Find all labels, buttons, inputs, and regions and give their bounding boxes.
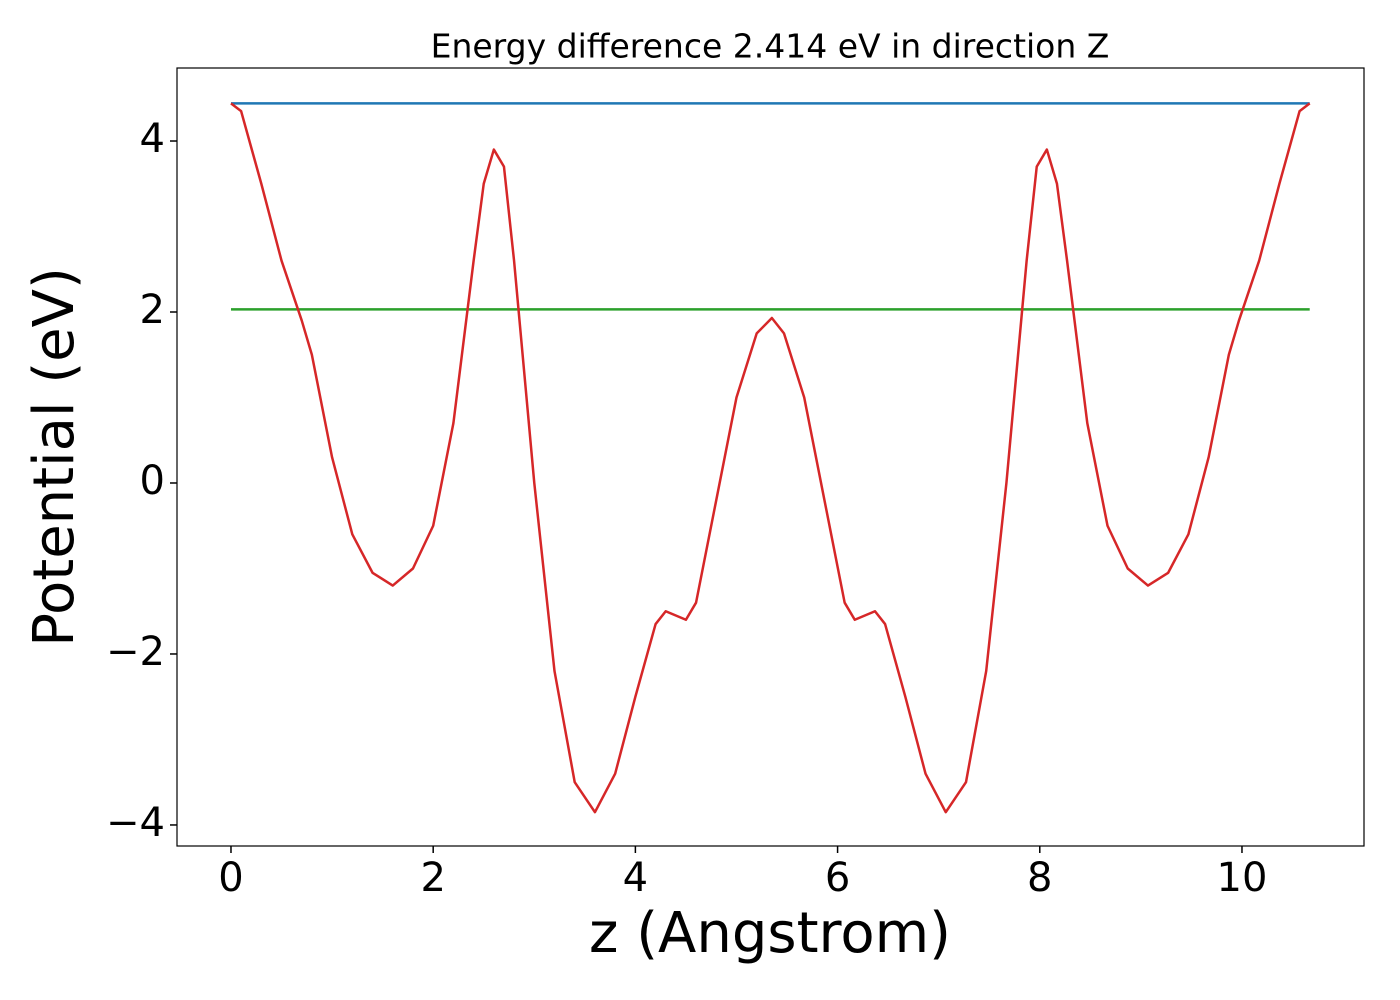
x-tick-label: 8 bbox=[1027, 855, 1052, 901]
x-tick-label: 6 bbox=[825, 855, 850, 901]
series-line bbox=[230, 102, 1311, 814]
chart-title: Energy difference 2.414 eV in direction … bbox=[431, 27, 1110, 66]
plot-frame bbox=[176, 67, 1365, 847]
x-tick-label: 2 bbox=[420, 855, 445, 901]
x-axis-label: z (Angstrom) bbox=[589, 901, 951, 966]
y-tick-label: 2 bbox=[140, 287, 165, 333]
x-tick-label: 4 bbox=[623, 855, 648, 901]
y-tick-label: 4 bbox=[140, 116, 165, 162]
y-tick-label: 0 bbox=[140, 458, 165, 504]
y-tick-label: −4 bbox=[106, 800, 165, 846]
y-axis-label: Potential (eV) bbox=[22, 267, 87, 647]
x-tick-label: 10 bbox=[1217, 855, 1268, 901]
x-tick-label: 0 bbox=[218, 855, 243, 901]
y-tick-label: −2 bbox=[106, 629, 165, 675]
